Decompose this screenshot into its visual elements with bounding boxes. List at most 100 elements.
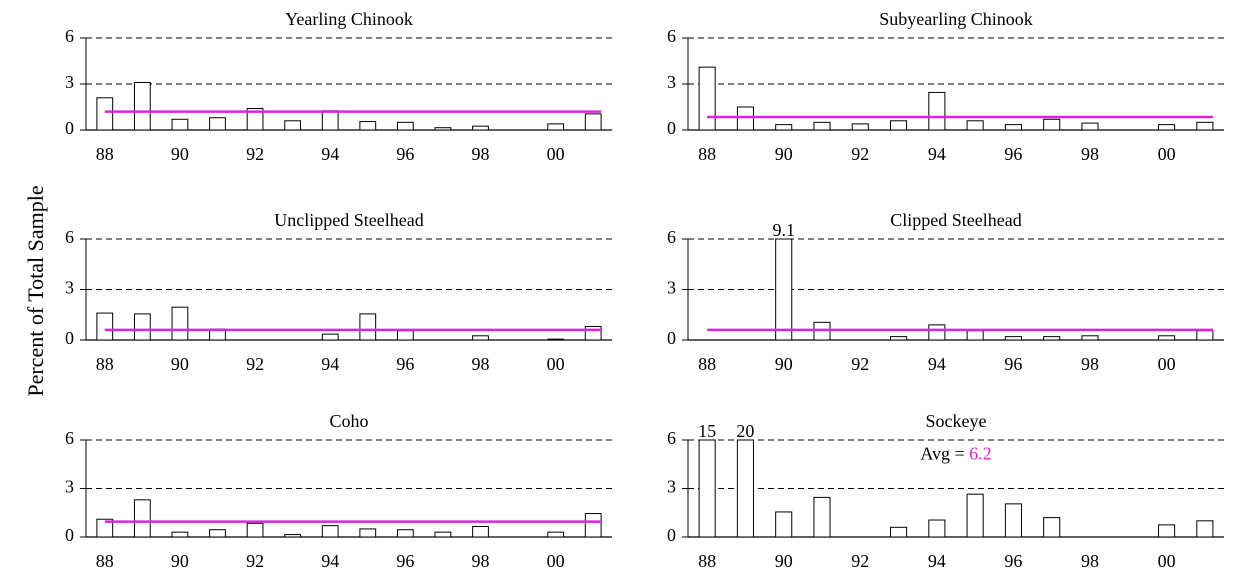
bar bbox=[434, 531, 452, 538]
bar bbox=[775, 238, 793, 341]
bar bbox=[736, 439, 754, 538]
x-tick-label: 96 bbox=[396, 144, 414, 164]
x-tick-label: 96 bbox=[1004, 551, 1022, 571]
x-tick-label: 92 bbox=[246, 354, 264, 374]
x-tick-label: 98 bbox=[472, 354, 490, 374]
bar bbox=[547, 123, 565, 131]
bar bbox=[1196, 330, 1214, 341]
bar bbox=[396, 121, 414, 131]
y-tick-label: 6 bbox=[65, 227, 74, 247]
bar bbox=[890, 120, 908, 131]
bar bbox=[472, 335, 489, 341]
panel-title: Sockeye bbox=[926, 411, 987, 431]
bar bbox=[698, 439, 716, 538]
bar bbox=[284, 534, 302, 538]
bar bbox=[96, 97, 114, 131]
bar bbox=[284, 120, 302, 131]
y-tick-label: 6 bbox=[667, 428, 676, 448]
y-tick-label: 0 bbox=[65, 328, 74, 348]
bar bbox=[1081, 335, 1099, 341]
x-tick-label: 90 bbox=[775, 354, 793, 374]
bar bbox=[698, 66, 716, 131]
y-tick-label: 0 bbox=[65, 525, 74, 545]
x-tick-label: 92 bbox=[851, 354, 869, 374]
y-tick-label: 0 bbox=[65, 118, 74, 138]
bar bbox=[813, 121, 831, 131]
x-tick-label: 90 bbox=[775, 144, 793, 164]
bar bbox=[246, 522, 264, 538]
bar bbox=[813, 496, 831, 538]
y-tick-label: 6 bbox=[667, 227, 676, 247]
x-tick-label: 88 bbox=[698, 144, 716, 164]
x-tick-label: 90 bbox=[171, 551, 189, 571]
bar bbox=[1158, 335, 1176, 341]
bar bbox=[396, 330, 414, 341]
y-tick-label: 6 bbox=[65, 428, 74, 448]
bar bbox=[890, 336, 908, 341]
x-tick-label: 00 bbox=[1158, 551, 1176, 571]
chart-panel-1: Yearling Chinook 0 3 6 88 90 92 94 96 98 00 bbox=[65, 9, 612, 164]
bar bbox=[584, 326, 602, 341]
bar bbox=[171, 531, 189, 538]
bar bbox=[133, 499, 151, 538]
y-tick-label: 3 bbox=[667, 72, 676, 92]
bar bbox=[966, 120, 984, 131]
x-tick-label: 98 bbox=[1081, 551, 1099, 571]
bar bbox=[584, 113, 602, 131]
bar bbox=[133, 313, 151, 341]
bar bbox=[1043, 517, 1061, 538]
x-tick-label: 94 bbox=[928, 144, 946, 164]
bar bbox=[1196, 121, 1214, 131]
bar bbox=[321, 333, 339, 341]
bar bbox=[209, 117, 226, 131]
bar bbox=[434, 127, 452, 131]
x-tick-label: 92 bbox=[851, 144, 869, 164]
x-tick-label: 00 bbox=[1158, 144, 1176, 164]
x-tick-label: 90 bbox=[171, 144, 189, 164]
bar bbox=[96, 518, 114, 538]
chart-panel-4: Clipped Steelhead 0 3 6 88 90 92 94 96 98 00 9.1 bbox=[667, 210, 1224, 374]
x-tick-label: 98 bbox=[472, 144, 490, 164]
bar bbox=[584, 513, 602, 538]
bar-value-label: 9.1 bbox=[772, 220, 795, 240]
x-tick-label: 88 bbox=[96, 551, 114, 571]
x-tick-label: 96 bbox=[1004, 144, 1022, 164]
panel-title: Coho bbox=[329, 411, 368, 431]
y-tick-label: 3 bbox=[65, 72, 74, 92]
y-tick-label: 0 bbox=[667, 328, 676, 348]
bar bbox=[359, 313, 377, 341]
bar bbox=[359, 528, 377, 538]
y-tick-label: 3 bbox=[667, 477, 676, 497]
bar bbox=[133, 81, 151, 131]
x-tick-label: 00 bbox=[547, 551, 565, 571]
x-tick-label: 94 bbox=[321, 144, 339, 164]
average-annotation: Avg = 6.2 bbox=[920, 443, 991, 463]
x-tick-label: 00 bbox=[547, 144, 565, 164]
x-tick-label: 96 bbox=[396, 551, 414, 571]
bar bbox=[1158, 124, 1176, 131]
bar bbox=[547, 338, 565, 341]
bar bbox=[1043, 118, 1061, 131]
bar bbox=[321, 110, 339, 131]
bar bbox=[813, 321, 831, 341]
y-axis-label: Percent of Total Sample bbox=[23, 185, 48, 396]
bar bbox=[775, 124, 793, 131]
x-tick-label: 94 bbox=[928, 551, 946, 571]
x-tick-label: 88 bbox=[698, 354, 716, 374]
bar bbox=[1043, 336, 1061, 341]
x-tick-label: 00 bbox=[547, 354, 565, 374]
x-tick-label: 92 bbox=[246, 551, 264, 571]
x-tick-label: 94 bbox=[321, 354, 339, 374]
x-tick-label: 92 bbox=[851, 551, 869, 571]
panel-title: Unclipped Steelhead bbox=[274, 210, 423, 230]
y-tick-label: 6 bbox=[667, 26, 676, 46]
y-tick-label: 3 bbox=[667, 278, 676, 298]
x-tick-label: 90 bbox=[171, 354, 189, 374]
x-tick-label: 90 bbox=[775, 551, 793, 571]
bar-value-label: 15 bbox=[698, 421, 716, 441]
bar bbox=[1004, 124, 1022, 131]
x-tick-label: 94 bbox=[928, 354, 946, 374]
x-tick-label: 98 bbox=[1081, 144, 1099, 164]
chart-panel-6: Sockeye 0 3 6 88 90 92 94 96 98 00 15 20 Avg = 6.2 bbox=[667, 411, 1224, 571]
bar bbox=[736, 106, 754, 131]
